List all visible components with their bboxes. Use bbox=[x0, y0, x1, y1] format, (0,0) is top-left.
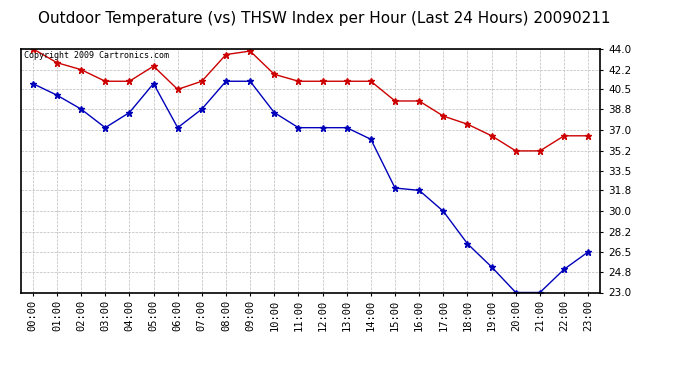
Text: Outdoor Temperature (vs) THSW Index per Hour (Last 24 Hours) 20090211: Outdoor Temperature (vs) THSW Index per … bbox=[38, 11, 611, 26]
Text: Copyright 2009 Cartronics.com: Copyright 2009 Cartronics.com bbox=[23, 51, 168, 60]
